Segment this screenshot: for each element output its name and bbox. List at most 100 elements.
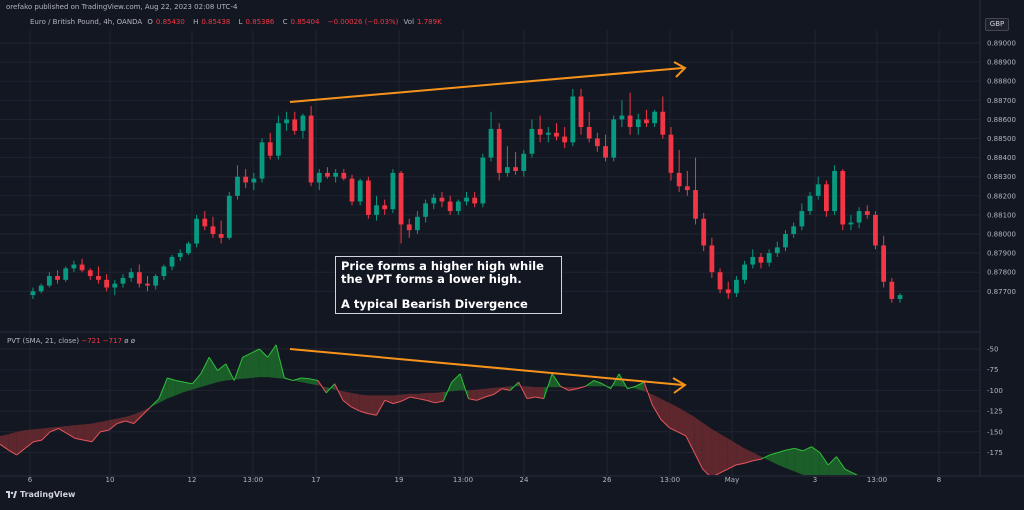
pvt-line-segment (577, 385, 586, 390)
pvt-line-segment (752, 458, 762, 462)
price-tick-label: 0.88400 (987, 154, 1016, 162)
candle (357, 178, 363, 206)
currency-badge[interactable]: GBP (985, 18, 1009, 31)
candle-body (128, 272, 134, 278)
pvt-line-segment (434, 400, 444, 404)
candle (725, 281, 731, 299)
candle (194, 214, 199, 248)
candle (235, 165, 240, 200)
candle-body (758, 256, 764, 263)
candle-body (316, 172, 322, 183)
candle (177, 249, 183, 261)
indicator-legend[interactable]: PVT (SMA, 21, close) −721 −717 ø ø (7, 337, 135, 345)
candle (112, 279, 118, 296)
candle-body (275, 123, 281, 156)
candle (799, 203, 805, 231)
candle (423, 199, 429, 223)
candle (586, 111, 592, 143)
pvt-line-segment (284, 377, 293, 381)
candle (128, 268, 134, 282)
time-axis[interactable]: 6 10 12 13:00 17 19 13:00 24 26 13:00 May 3 13:00 8 (28, 476, 941, 484)
candle-body (529, 128, 535, 154)
candle-body (684, 186, 690, 191)
candle-body (717, 272, 723, 290)
candle-body (799, 211, 805, 227)
candle (243, 169, 249, 189)
pvt-area-segment (769, 452, 778, 465)
price-axis[interactable]: 0.89000 0.88900 0.88800 0.88700 0.88600 0.885… (987, 40, 1016, 296)
pvt-trend-arrow (289, 348, 687, 394)
price-tick-label: 0.88800 (987, 78, 1016, 86)
pvt-area-segment (16, 430, 26, 455)
candle (431, 193, 437, 210)
candle-body (431, 197, 437, 204)
pvt-line-segment (401, 396, 411, 402)
candle-body (864, 211, 870, 215)
tradingview-logo-icon (6, 491, 17, 498)
candle-body (349, 178, 355, 202)
candle-body (627, 115, 633, 128)
pvt-line-segment (217, 363, 227, 371)
pvt-line-segment (75, 437, 84, 441)
tradingview-logo[interactable]: TradingView (6, 490, 75, 499)
candle-body (259, 142, 265, 179)
candle (71, 260, 77, 273)
candle (333, 169, 339, 183)
candle (464, 191, 469, 206)
pvt-line-segment (359, 410, 369, 415)
candle (889, 277, 895, 303)
close-value: C 0.85404 (283, 18, 323, 26)
candle-body (807, 195, 813, 212)
candle-body (341, 172, 347, 179)
pvt-line-segment (509, 381, 520, 391)
price-tick-label: 0.88900 (987, 59, 1016, 67)
pvt-area-segment (175, 380, 185, 396)
candle-body (603, 146, 608, 158)
vol-label: Vol (403, 18, 415, 26)
candle (619, 100, 625, 128)
candle-body (308, 115, 314, 183)
candle-body (521, 153, 527, 171)
candle (390, 169, 396, 213)
candle-body (783, 234, 788, 248)
symbol-legend[interactable]: Euro / British Pound, 4h, OANDA O 0.85430… (30, 18, 448, 26)
high-number: 0.85438 (201, 18, 231, 26)
pvt-line-segment (8, 449, 17, 456)
candle (537, 115, 543, 143)
pvt-line-segment (652, 405, 662, 420)
annotation-box: Price forms a higher high while the VPT … (335, 256, 562, 314)
pvt-line-segment (116, 420, 126, 424)
pvt-line-segment (58, 428, 68, 434)
time-tick-label: 13:00 (660, 476, 680, 484)
candle-body (104, 279, 110, 288)
pvt-line-segment (568, 388, 578, 391)
pvt-area-segment (501, 386, 511, 391)
candle (513, 151, 518, 175)
time-tick-label: 12 (188, 476, 197, 484)
candle-body (488, 128, 494, 158)
candle-body (63, 268, 69, 280)
pvt-axis[interactable]: -50 -75 -100 -125 -150 -175 (987, 346, 1003, 458)
pvt-line-segment (693, 452, 704, 470)
low-number: 0.85386 (245, 18, 275, 26)
change-value: −0.00026 (−0.03%) (327, 18, 399, 26)
candle-body (734, 279, 739, 294)
pvt-area-segment (100, 420, 109, 432)
candle (717, 268, 723, 294)
pvt-line-segment (660, 419, 670, 429)
candle-body (325, 172, 330, 177)
pvt-line-segment (91, 431, 101, 443)
candle-body (382, 205, 388, 210)
candle (55, 270, 60, 284)
candle-body (619, 115, 625, 120)
pvt-line-segment (158, 377, 168, 399)
pvt-area-segment (744, 448, 753, 464)
candle-body (823, 184, 829, 212)
candle (660, 96, 666, 139)
pvt-area-segment (117, 416, 126, 424)
pvt-line-segment (727, 464, 737, 470)
candle (202, 211, 208, 231)
candle (382, 199, 388, 215)
pvt-line-segment (183, 381, 193, 385)
pvt-line-segment (242, 352, 252, 358)
